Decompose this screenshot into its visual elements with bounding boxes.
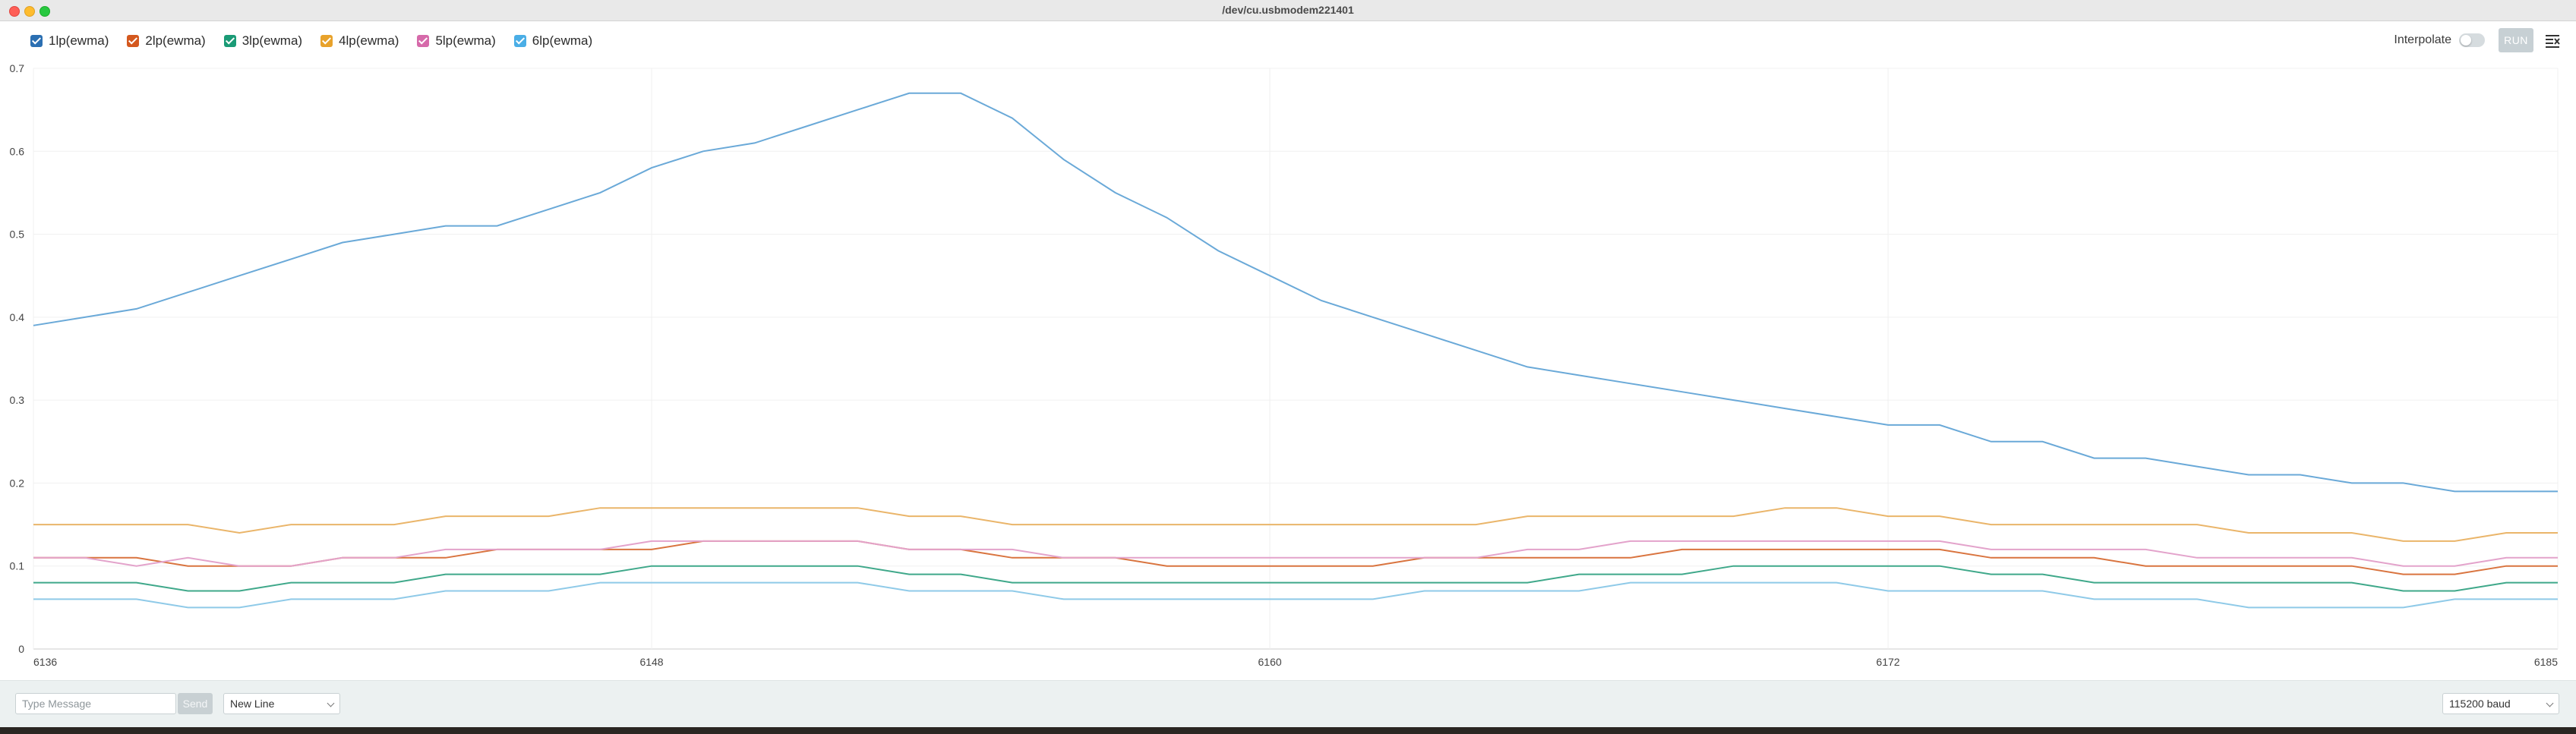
baud-rate-select[interactable]: 115200 baud (2442, 693, 2559, 714)
chevron-down-icon (2546, 699, 2554, 707)
desktop-dock-strip (0, 727, 2576, 734)
series-checkbox[interactable] (417, 35, 430, 47)
series-checkbox[interactable] (513, 35, 526, 47)
legend-item[interactable]: 4lp(ewma) (320, 33, 399, 49)
x-tick-label: 6185 (2534, 656, 2558, 668)
series-line (33, 565, 2558, 592)
minimize-window-button[interactable] (24, 6, 35, 17)
maximize-window-button[interactable] (39, 6, 50, 17)
baud-rate-value: 115200 baud (2449, 698, 2511, 710)
y-tick-label: 0.6 (10, 145, 25, 157)
legend-item[interactable]: 1lp(ewma) (30, 33, 109, 49)
legend-label: 5lp(ewma) (435, 33, 496, 48)
series-checkbox[interactable] (320, 35, 333, 47)
serial-input-bar: Send New Line 115200 baud (0, 680, 2576, 728)
plotter-toolbar: Interpolate RUN (2394, 27, 2561, 53)
legend-label: 3lp(ewma) (242, 33, 303, 48)
close-window-button[interactable] (9, 6, 20, 17)
series-line (33, 507, 2558, 542)
legend-label: 2lp(ewma) (145, 33, 206, 48)
legend-item[interactable]: 5lp(ewma) (417, 33, 496, 49)
legend-label: 4lp(ewma) (339, 33, 399, 48)
interpolate-toggle[interactable] (2459, 33, 2485, 47)
y-tick-label: 0.3 (10, 394, 25, 406)
y-tick-label: 0.4 (10, 311, 25, 323)
x-tick-label: 6136 (33, 656, 57, 668)
toggle-knob (2461, 35, 2471, 46)
interpolate-label: Interpolate (2394, 33, 2451, 46)
legend-item[interactable]: 6lp(ewma) (513, 33, 593, 49)
serial-plot-chart: 0 0.1 0.2 0.3 0.4 0.5 0.6 0.7 6136 6148 6160 6172 61… (10, 62, 2559, 668)
series-checkbox[interactable] (127, 35, 140, 47)
series-line (33, 540, 2558, 575)
y-tick-label: 0.7 (10, 62, 25, 74)
chevron-down-icon (327, 699, 335, 707)
y-tick-label: 0 (18, 643, 24, 655)
series-legend: 1lp(ewma) 2lp(ewma) 3lp(ewma) 4lp(ewma) 5lp(… (30, 30, 611, 52)
window-title: /dev/cu.usbmodem221401 (1222, 4, 1354, 16)
x-tick-label: 6160 (1258, 656, 1282, 668)
run-button[interactable]: RUN (2499, 28, 2533, 52)
clear-output-icon[interactable] (2544, 32, 2561, 49)
message-input[interactable] (15, 693, 176, 714)
series-checkbox[interactable] (223, 35, 236, 47)
series-line (33, 540, 2558, 567)
title-bar: /dev/cu.usbmodem221401 (0, 0, 2576, 21)
y-tick-label: 0.1 (10, 560, 25, 572)
series-line (33, 581, 2558, 609)
legend-item[interactable]: 3lp(ewma) (223, 33, 303, 49)
series-line (33, 92, 2558, 493)
legend-item[interactable]: 2lp(ewma) (127, 33, 206, 49)
line-ending-select[interactable]: New Line (223, 693, 340, 714)
legend-label: 1lp(ewma) (49, 33, 109, 48)
x-tick-label: 6172 (1877, 656, 1900, 668)
legend-label: 6lp(ewma) (532, 33, 593, 48)
line-ending-value: New Line (230, 698, 275, 710)
y-tick-label: 0.2 (10, 477, 25, 489)
y-tick-label: 0.5 (10, 228, 25, 241)
series-checkbox[interactable] (30, 35, 43, 47)
x-tick-label: 6148 (639, 656, 663, 668)
send-button[interactable]: Send (178, 693, 213, 714)
